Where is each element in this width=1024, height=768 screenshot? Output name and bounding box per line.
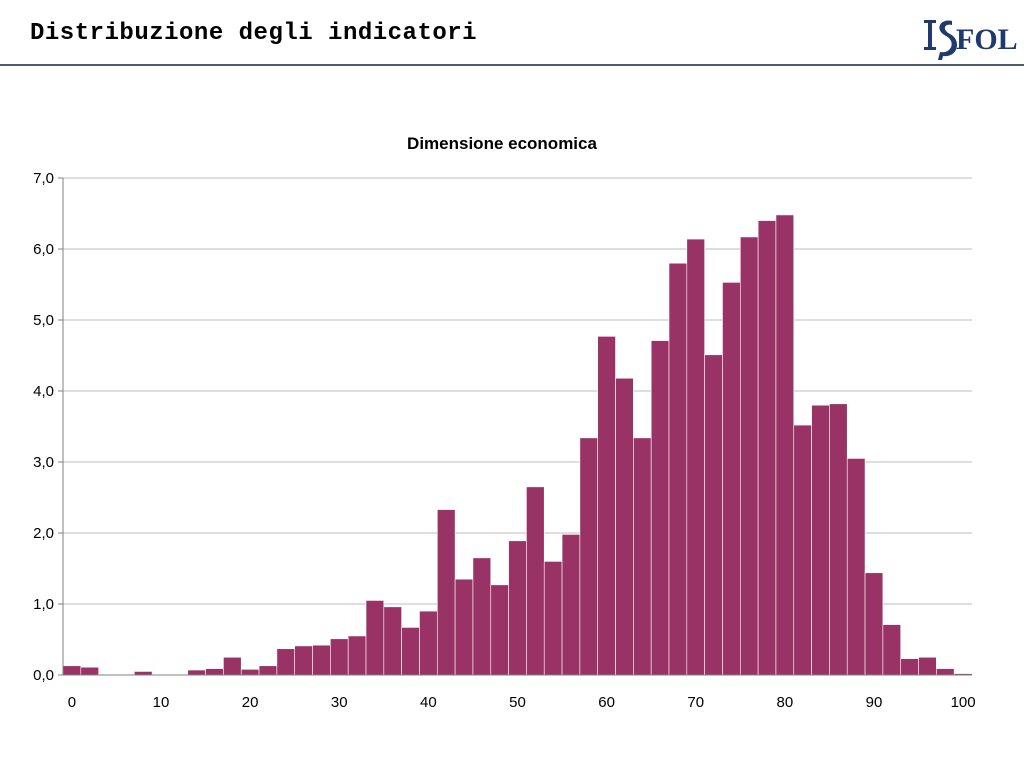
- y-tick-label: 5,0: [33, 312, 54, 329]
- logo-s-swash: [938, 20, 958, 60]
- histogram-bar: [240, 669, 260, 676]
- isfol-logo: FOL: [924, 20, 1018, 60]
- bars: [62, 214, 973, 676]
- histogram-bar: [561, 534, 581, 676]
- x-tick-label: 30: [331, 694, 348, 711]
- y-tick-label: 1,0: [33, 596, 54, 613]
- x-tick-label: 20: [242, 694, 259, 711]
- histogram-bar: [472, 557, 492, 676]
- logo-text: FOL: [956, 23, 1018, 56]
- histogram-bar: [62, 665, 82, 676]
- histogram-bar: [615, 377, 634, 676]
- histogram-bar: [650, 340, 670, 676]
- histogram-bar: [579, 437, 599, 676]
- y-tick-label: 6,0: [33, 241, 54, 258]
- histogram-bar: [739, 236, 759, 676]
- x-tick-label: 70: [687, 694, 704, 711]
- y-tick-label: 2,0: [33, 525, 54, 542]
- histogram-bar: [187, 669, 206, 676]
- x-tick-label: 90: [866, 694, 883, 711]
- histogram-bar: [704, 354, 723, 676]
- histogram-bar: [775, 214, 795, 676]
- histogram-bar: [918, 656, 937, 676]
- histogram-bar: [668, 262, 688, 676]
- histogram-bar: [757, 220, 777, 676]
- histogram-bar: [829, 403, 848, 676]
- histogram-bar: [633, 437, 652, 676]
- x-tick-label: 60: [598, 694, 615, 711]
- y-tick-label: 7,0: [33, 170, 54, 187]
- histogram-bar: [793, 424, 812, 676]
- histogram-bar: [686, 238, 705, 676]
- histogram-bar: [811, 404, 830, 676]
- histogram-bar: [936, 668, 955, 676]
- x-tick-label: 50: [509, 694, 526, 711]
- histogram-bar: [436, 509, 456, 676]
- histogram-bar: [205, 668, 224, 676]
- x-tick-label: 80: [777, 694, 794, 711]
- histogram-bar: [133, 671, 153, 676]
- y-tick-label: 4,0: [33, 383, 54, 400]
- x-tick-labels: 0 10 20 30 40 50 60 70 80 90 100: [68, 694, 976, 711]
- y-tick-labels: 0,0 1,0 2,0 3,0 4,0 5,0 6,0 7,0: [33, 170, 54, 684]
- histogram-bar: [401, 627, 420, 676]
- x-tick-label: 100: [951, 694, 976, 711]
- histogram-bar: [900, 658, 919, 676]
- x-tick-label: 40: [420, 694, 437, 711]
- x-tick-label: 10: [153, 694, 170, 711]
- histogram-bar: [330, 638, 349, 676]
- axes: [58, 177, 972, 676]
- logo-i-bottom: [924, 47, 936, 50]
- title-underline: [0, 64, 1024, 66]
- histogram-bar: [508, 540, 527, 676]
- histogram-bar: [276, 648, 296, 676]
- histogram-bar: [864, 572, 884, 676]
- histogram-bar: [294, 645, 313, 676]
- x-tick-label: 0: [68, 694, 76, 711]
- histogram-bar: [223, 656, 242, 676]
- histogram-bar: [543, 561, 563, 676]
- histogram-bar: [454, 578, 474, 676]
- histogram-bar: [597, 336, 616, 676]
- histogram-bar: [490, 584, 509, 676]
- histogram-bar: [258, 665, 278, 676]
- histogram-bar: [383, 606, 402, 676]
- histogram-bar: [365, 600, 385, 676]
- histogram-bar: [80, 666, 99, 676]
- histogram-bar: [312, 644, 331, 676]
- y-tick-label: 3,0: [33, 454, 54, 471]
- y-tick-label: 0,0: [33, 667, 54, 684]
- slide-title: Distribuzione degli indicatori: [30, 20, 478, 47]
- logo-i-top: [924, 20, 936, 23]
- histogram-bar: [347, 635, 367, 676]
- histogram-bar: [722, 282, 741, 676]
- logo-i-stem: [928, 20, 932, 50]
- histogram-bar: [419, 610, 438, 676]
- histogram-bar: [846, 458, 866, 676]
- histogram-bar: [526, 486, 545, 676]
- histogram-bar: [882, 624, 902, 676]
- chart-title: Dimensione economica: [407, 134, 597, 153]
